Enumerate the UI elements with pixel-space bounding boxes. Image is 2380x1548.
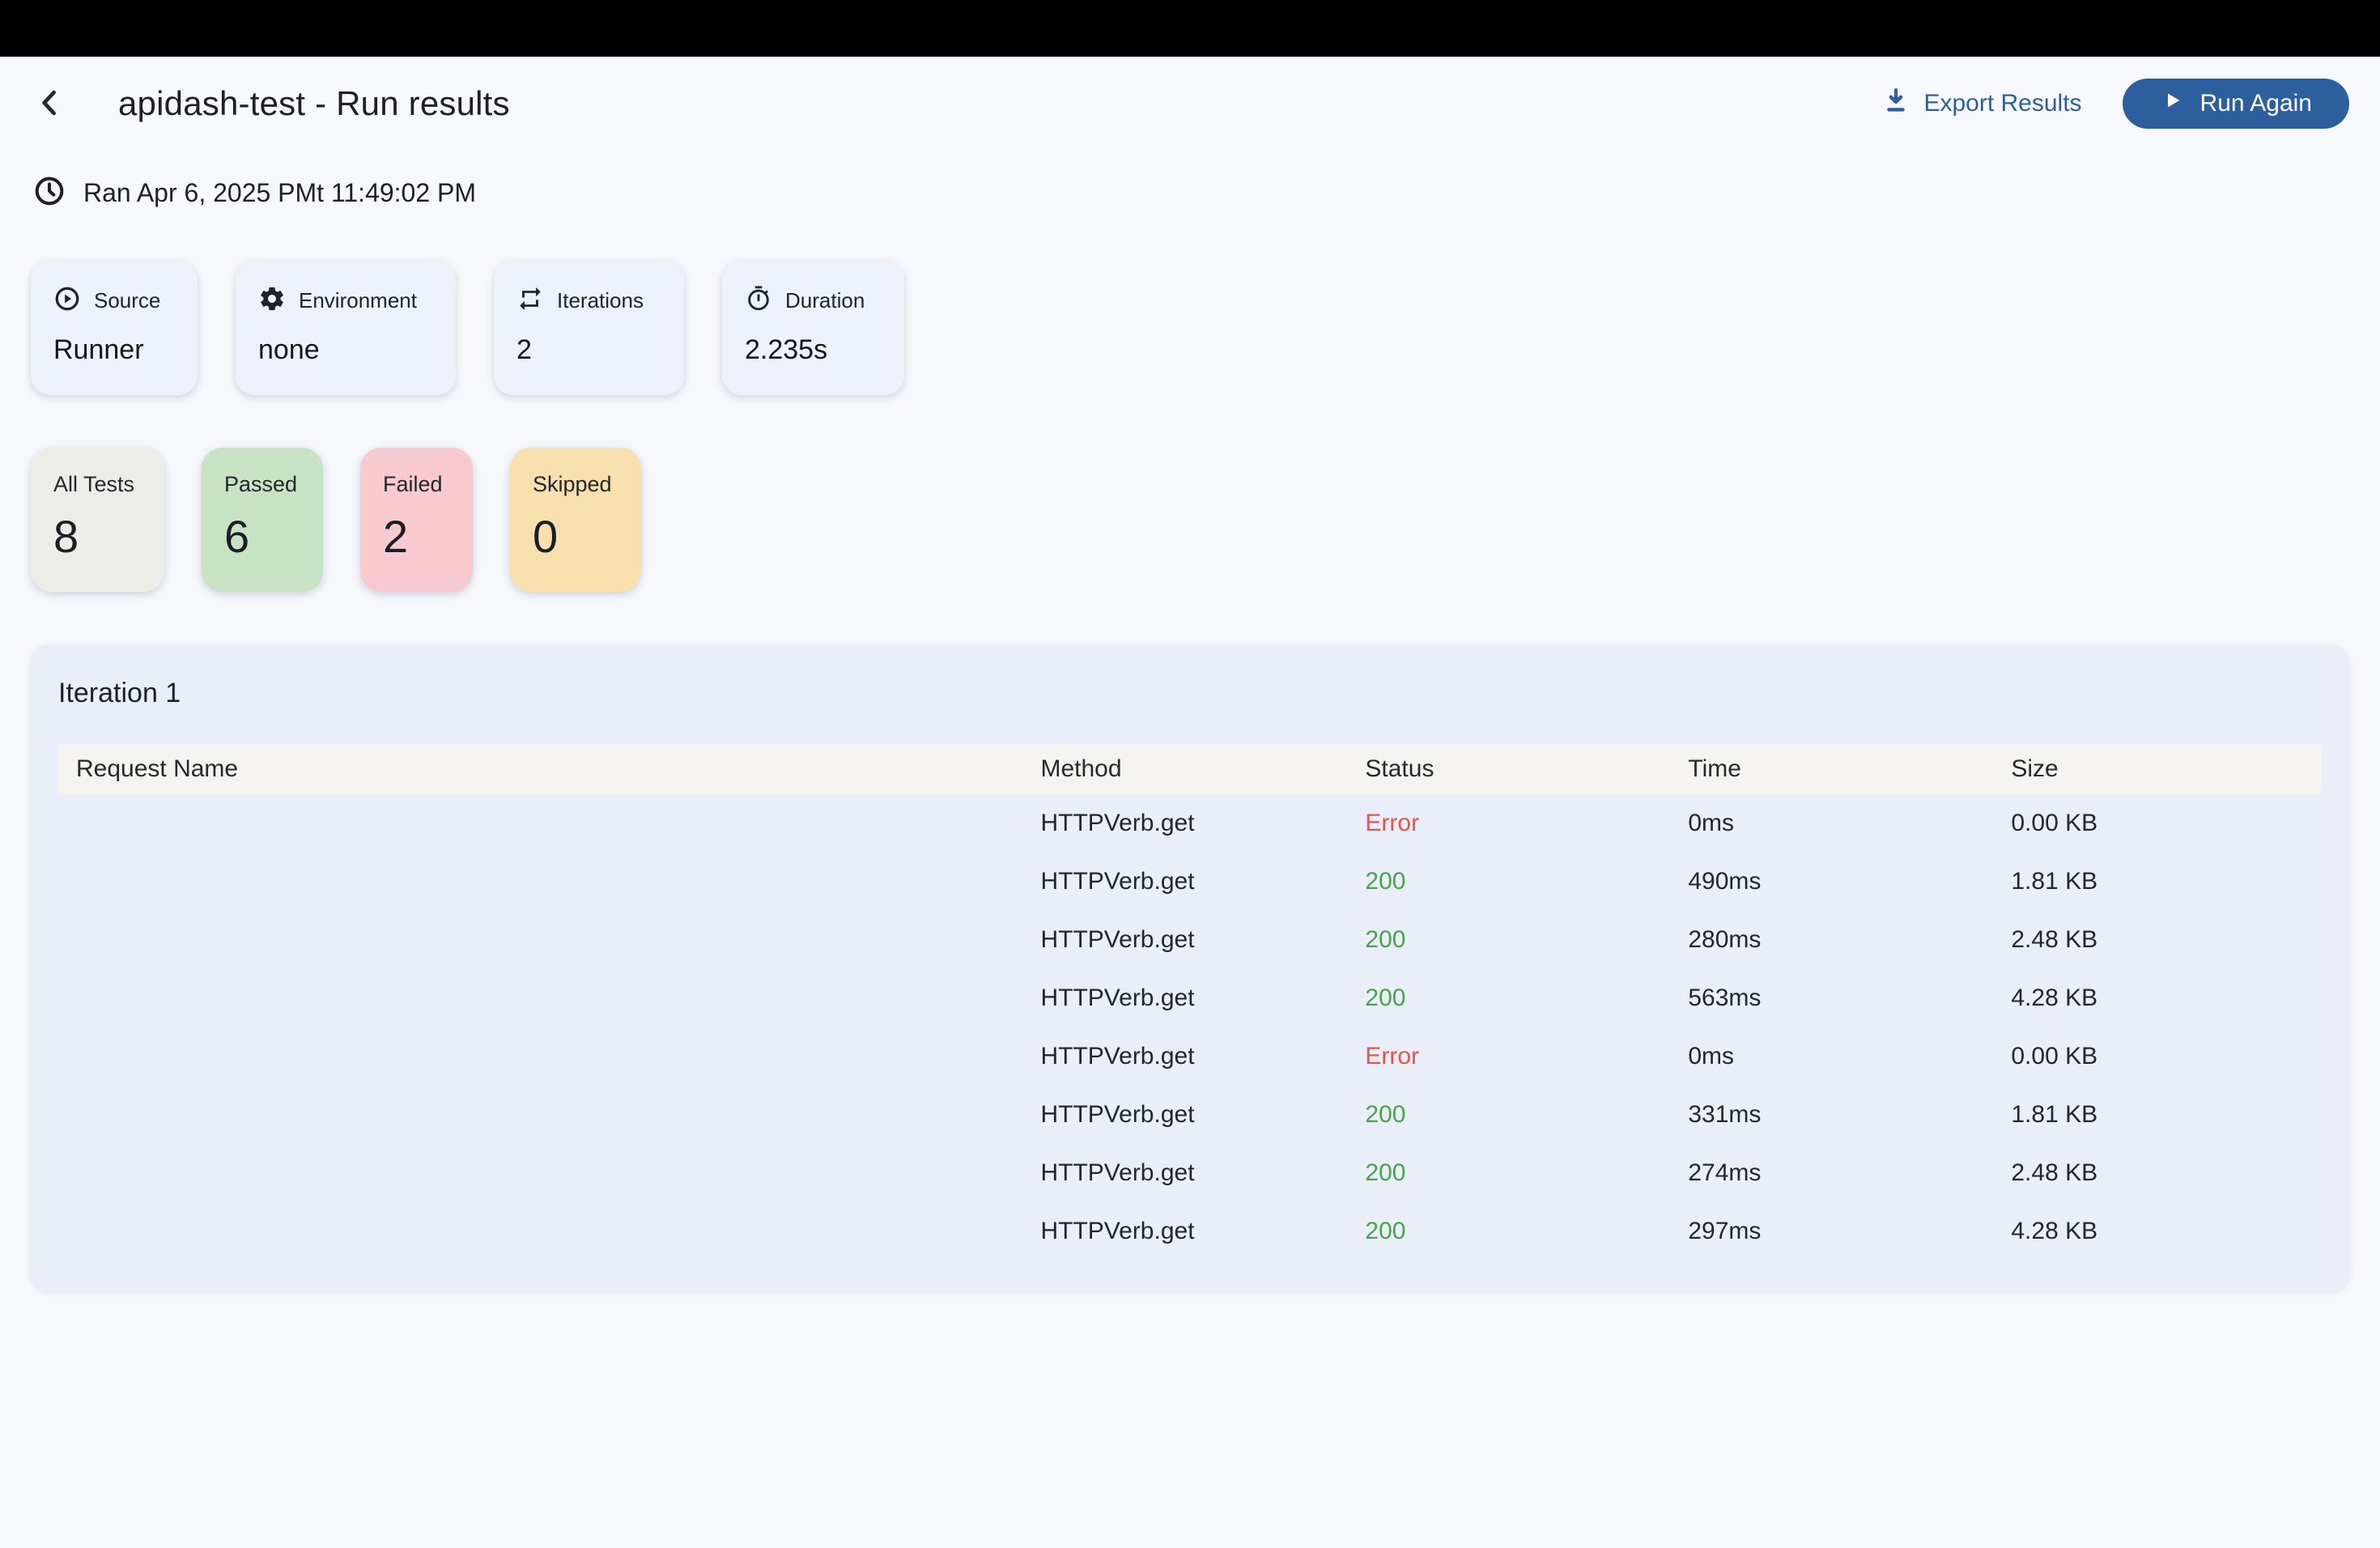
download-icon [1881,86,1910,121]
cell-status: 200 [1365,1101,1406,1128]
cell-method: HTTPVerb.get [1040,985,1195,1011]
info-card-iterations: Iterations 2 [494,261,684,395]
cell-method: HTTPVerb.get [1040,810,1195,836]
iteration-results-card: Iteration 1 Request Name Method Status T… [31,645,2349,1291]
stopwatch-icon [745,285,772,317]
results-rows: HTTPVerb.get Error 0ms 0.00 KB HTTPVerb.get 2… [58,794,2322,1261]
cell-status: Error [1365,1043,1420,1070]
info-card-label: Duration [785,288,865,313]
page-title: apidash-test - Run results [118,84,510,122]
header: apidash-test - Run results Export Result… [31,78,2349,130]
cell-size: 2.48 KB [2011,926,2098,953]
cell-method: HTTPVerb.get [1040,1159,1195,1186]
cell-method: HTTPVerb.get [1040,868,1195,895]
cell-size: 2.48 KB [2011,1159,2098,1186]
export-results-label: Export Results [1923,90,2082,117]
stat-card-passed: Passed 6 [202,448,323,592]
column-header-method: Method [1040,755,1122,782]
top-system-bar [0,0,2380,57]
info-card-environment: Environment none [236,261,456,395]
cell-size: 4.28 KB [2011,985,2098,1011]
stat-card-failed: Failed 2 [360,448,473,592]
table-row[interactable]: HTTPVerb.get 200 280ms 2.48 KB [58,911,2322,969]
stat-card-value: 2 [383,511,409,562]
run-info-cards: Source Runner Environment none Iteration… [31,261,904,395]
table-row[interactable]: HTTPVerb.get 200 274ms 2.48 KB [58,1144,2322,1202]
cell-status: 200 [1365,926,1406,953]
info-card-duration: Duration 2.235s [722,261,904,395]
column-header-time: Time [1688,755,1741,782]
table-row[interactable]: HTTPVerb.get 200 331ms 1.81 KB [58,1086,2322,1144]
cell-size: 1.81 KB [2011,1101,2098,1128]
info-card-value: 2 [516,334,532,365]
stat-card-value: 8 [53,511,79,562]
info-card-label: Environment [299,288,417,313]
cell-method: HTTPVerb.get [1040,926,1195,953]
column-header-request-name: Request Name [76,755,239,782]
cell-time: 297ms [1688,1218,1762,1244]
repeat-icon [516,285,544,317]
table-row[interactable]: HTTPVerb.get Error 0ms 0.00 KB [58,794,2322,853]
clock-icon [33,175,66,211]
stat-card-label: Failed [383,472,443,496]
cell-time: 0ms [1688,1043,1735,1070]
back-button[interactable] [31,84,70,123]
cell-size: 0.00 KB [2011,810,2098,836]
export-results-button[interactable]: Export Results [1881,86,2082,121]
gear-icon [258,285,286,317]
info-card-value: Runner [53,334,144,365]
cell-size: 0.00 KB [2011,1043,2098,1070]
back-chevron-icon [32,85,68,123]
info-card-value: 2.235s [745,334,828,365]
info-card-value: none [258,334,320,365]
cell-time: 280ms [1688,926,1762,953]
cell-time: 274ms [1688,1159,1762,1186]
table-row[interactable]: HTTPVerb.get Error 0ms 0.00 KB [58,1027,2322,1086]
stat-card-value: 6 [224,511,250,562]
info-card-source: Source Runner [31,261,198,395]
iteration-title: Iteration 1 [58,678,181,708]
cell-size: 1.81 KB [2011,868,2098,895]
stat-card-label: All Tests [53,472,135,496]
cell-size: 4.28 KB [2011,1218,2098,1244]
stat-card-label: Skipped [533,472,612,496]
cell-method: HTTPVerb.get [1040,1043,1195,1070]
table-row[interactable]: HTTPVerb.get 200 297ms 4.28 KB [58,1202,2322,1261]
run-timestamp: Ran Apr 6, 2025 PMt 11:49:02 PM [33,173,476,212]
cell-method: HTTPVerb.get [1040,1218,1195,1244]
results-table: Request Name Method Status Time Size HTT… [58,744,2322,1261]
play-circle-icon [53,285,81,317]
info-card-label: Source [94,288,161,313]
cell-time: 331ms [1688,1101,1762,1128]
cell-status: 200 [1365,1159,1406,1186]
cell-status: Error [1365,810,1420,836]
table-header-row: Request Name Method Status Time Size [58,744,2322,794]
stat-card-skipped: Skipped 0 [510,448,641,592]
stat-card-label: Passed [224,472,298,496]
cell-time: 563ms [1688,985,1762,1011]
run-again-button[interactable]: Run Again [2122,79,2349,129]
column-header-status: Status [1365,755,1434,782]
table-row[interactable]: HTTPVerb.get 200 563ms 4.28 KB [58,969,2322,1027]
run-timestamp-text: Ran Apr 6, 2025 PMt 11:49:02 PM [83,177,477,207]
stat-card-value: 0 [533,511,559,562]
cell-status: 200 [1365,868,1406,895]
cell-method: HTTPVerb.get [1040,1101,1195,1128]
cell-time: 0ms [1688,810,1735,836]
cell-time: 490ms [1688,868,1762,895]
test-stat-cards: All Tests 8 Passed 6 Failed 2 Skipped 0 [31,448,641,592]
stat-card-all-tests: All Tests 8 [31,448,164,592]
column-header-size: Size [2011,755,2059,782]
cell-status: 200 [1365,1218,1406,1244]
play-icon [2160,88,2184,119]
table-row[interactable]: HTTPVerb.get 200 490ms 1.81 KB [58,853,2322,911]
info-card-label: Iterations [557,288,644,313]
cell-status: 200 [1365,985,1406,1011]
run-again-label: Run Again [2199,90,2312,117]
